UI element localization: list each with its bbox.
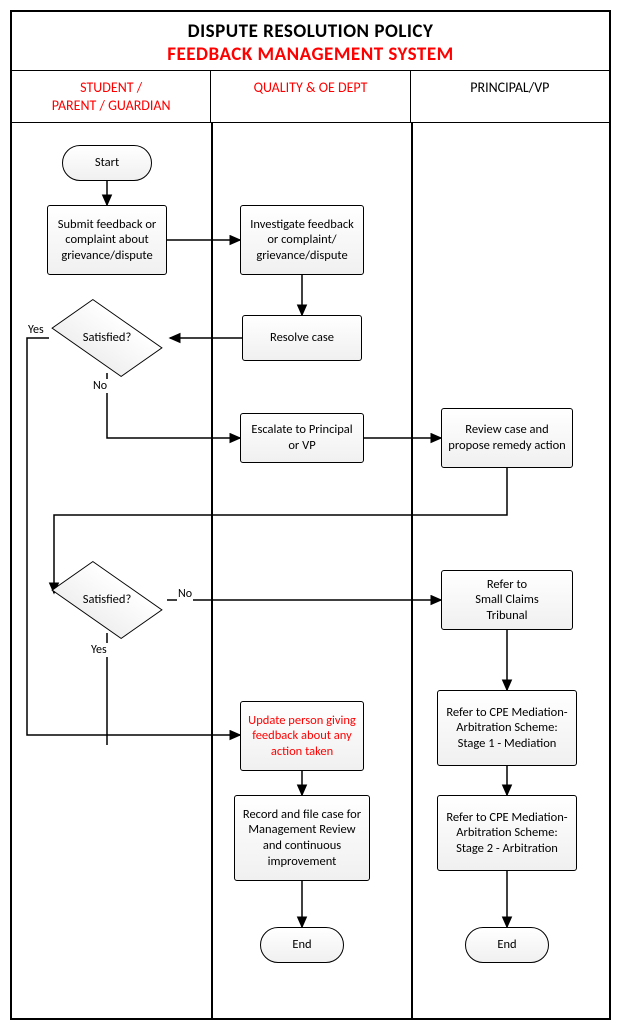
lanes-header: STUDENT /PARENT / GUARDIAN QUALITY & OE …	[12, 71, 609, 123]
node-arbitration: Refer to CPE Mediation-Arbitration Schem…	[437, 795, 577, 871]
label-satisfied-2: Satisfied?	[47, 592, 167, 607]
node-mediation: Refer to CPE Mediation-Arbitration Schem…	[437, 690, 577, 766]
title-block: DISPUTE RESOLUTION POLICY FEEDBACK MANAG…	[12, 12, 609, 71]
node-end-2: End	[465, 927, 549, 963]
lane-header-2: QUALITY & OE DEPT	[211, 71, 410, 122]
lane-divider-1	[211, 123, 213, 1018]
label-satisfied-1: Satisfied?	[47, 330, 167, 345]
label-resolve: Resolve case	[270, 330, 334, 346]
node-resolve: Resolve case	[242, 315, 362, 361]
label-record: Record and file case for Management Revi…	[241, 807, 363, 870]
node-review: Review case and propose remedy action	[441, 408, 573, 468]
lane-header-1: STUDENT /PARENT / GUARDIAN	[12, 71, 211, 122]
title-line2: FEEDBACK MANAGEMENT SYSTEM	[12, 43, 609, 66]
node-satisfied-2: Satisfied?	[47, 565, 167, 635]
lane-header-3: PRINCIPAL/VP	[411, 71, 609, 122]
flowchart-container: DISPUTE RESOLUTION POLICY FEEDBACK MANAG…	[10, 10, 611, 1020]
label-escalate: Escalate to Principal or VP	[247, 422, 357, 453]
label-end-2: End	[497, 937, 516, 953]
title-line1: DISPUTE RESOLUTION POLICY	[12, 20, 609, 43]
node-update: Update person giving feedback about any …	[240, 701, 364, 771]
label-investigate: Investigate feedback or complaint/ griev…	[247, 217, 357, 264]
label-mediation: Refer to CPE Mediation-Arbitration Schem…	[444, 705, 570, 752]
swim-body: Start Submit feedback or complaint about…	[12, 123, 609, 1018]
node-escalate: Escalate to Principal or VP	[240, 413, 364, 463]
node-tribunal: Refer toSmall ClaimsTribunal	[441, 570, 573, 630]
node-record: Record and file case for Management Revi…	[234, 795, 370, 881]
label-end-1: End	[292, 937, 311, 953]
node-submit: Submit feedback or complaint about griev…	[47, 205, 167, 275]
branch-no-2: No	[177, 587, 193, 601]
label-arbitration: Refer to CPE Mediation-Arbitration Schem…	[444, 810, 570, 857]
node-investigate: Investigate feedback or complaint/ griev…	[240, 205, 364, 275]
label-update: Update person giving feedback about any …	[247, 713, 357, 760]
label-start: Start	[95, 155, 119, 171]
node-satisfied-1: Satisfied?	[47, 303, 167, 373]
lane-divider-2	[411, 123, 413, 1018]
label-submit: Submit feedback or complaint about griev…	[54, 217, 160, 264]
label-review: Review case and propose remedy action	[448, 422, 566, 453]
branch-no-1: No	[92, 379, 108, 393]
branch-yes-2: Yes	[90, 643, 108, 657]
branch-yes-1: Yes	[27, 323, 45, 337]
node-start: Start	[62, 145, 152, 181]
label-tribunal: Refer toSmall ClaimsTribunal	[475, 577, 539, 624]
node-end-1: End	[260, 927, 344, 963]
